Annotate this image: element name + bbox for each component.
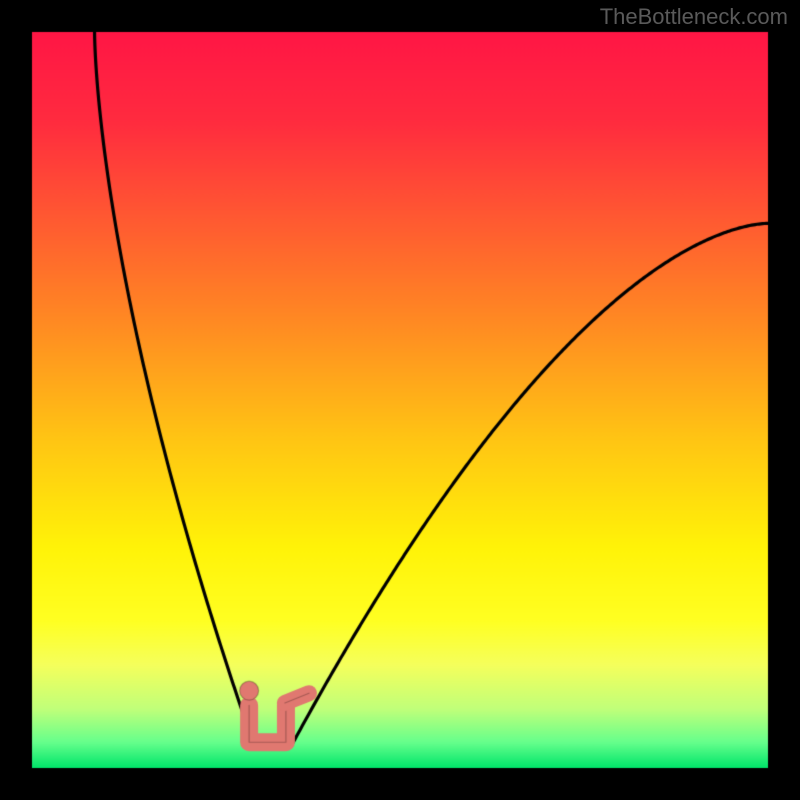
bottleneck-curve-chart xyxy=(0,0,800,800)
chart-stage: TheBottleneck.com xyxy=(0,0,800,800)
watermark-text: TheBottleneck.com xyxy=(600,4,788,30)
